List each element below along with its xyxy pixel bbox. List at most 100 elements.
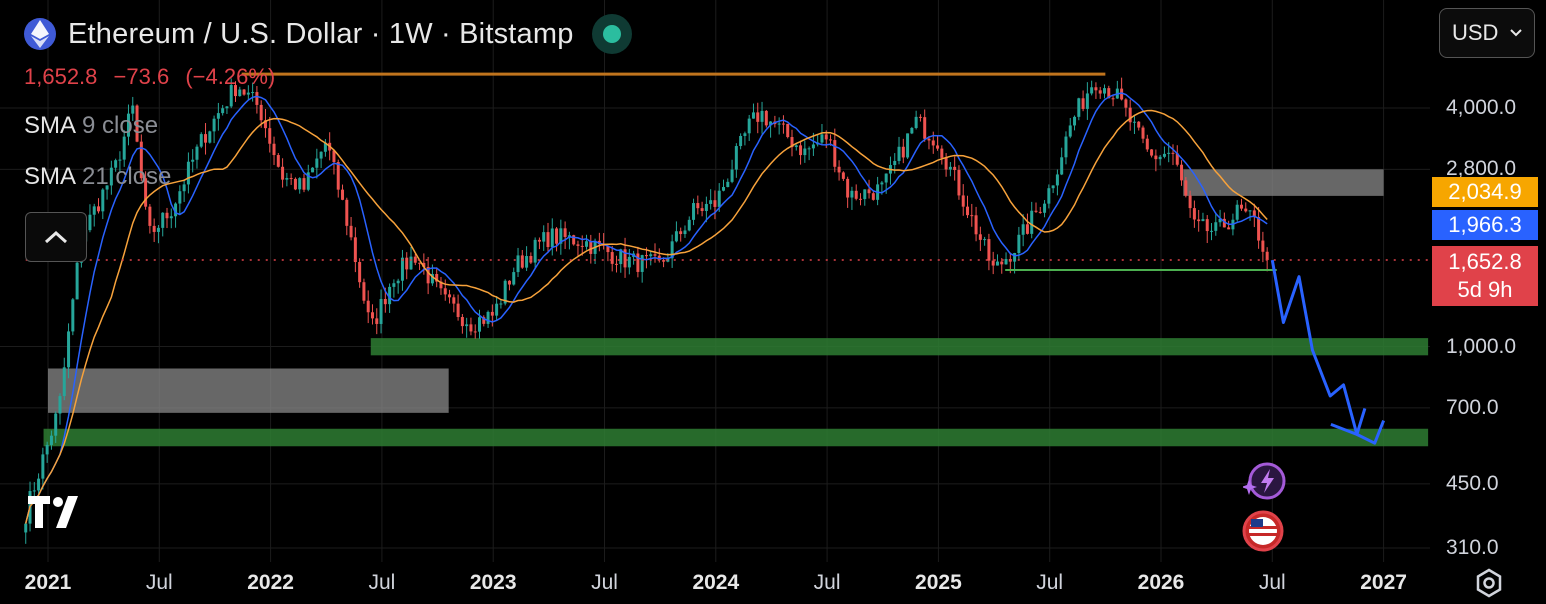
candles (24, 77, 1269, 544)
candle (1064, 136, 1068, 158)
candle (692, 203, 696, 220)
candle (1030, 210, 1034, 234)
candle (649, 254, 653, 257)
candle (1111, 98, 1115, 100)
lightning-icon[interactable] (1241, 461, 1286, 501)
ethereum-icon (24, 18, 56, 50)
candle (456, 303, 460, 318)
time-axis-label: 2027 (1360, 571, 1407, 594)
candle (152, 225, 156, 232)
candle (1128, 107, 1132, 123)
time-axis-label: Jul (368, 571, 396, 594)
candle (512, 272, 516, 285)
time-axis-label: 2021 (24, 571, 72, 594)
candle (1060, 157, 1064, 175)
candle (345, 199, 349, 226)
price-tag-value: 2,034.9 (1448, 179, 1522, 204)
candle (126, 113, 130, 137)
candle (263, 120, 267, 129)
candle (375, 318, 379, 324)
candle (636, 253, 640, 272)
candle (974, 215, 978, 235)
candle (1192, 208, 1196, 220)
candle (92, 206, 96, 215)
grid (0, 0, 1430, 562)
candle (1124, 99, 1128, 108)
candle (897, 146, 901, 161)
chevron-down-icon (1510, 29, 1522, 37)
collapse-indicators-button[interactable] (25, 212, 87, 262)
candle (358, 262, 362, 283)
candle (589, 241, 593, 254)
currency-value: USD (1452, 20, 1499, 45)
candle (242, 89, 246, 95)
candle (473, 331, 477, 333)
candle (769, 121, 773, 126)
indicator-sma-9[interactable]: SMA 9 close (24, 112, 158, 140)
candle (1017, 234, 1021, 254)
candle (858, 198, 862, 200)
candle (1098, 90, 1102, 94)
candle (756, 112, 760, 122)
candle (161, 212, 165, 228)
candle (156, 227, 160, 232)
time-axis-label: 2022 (247, 571, 294, 594)
price-tag-value: 1,966.3 (1448, 212, 1522, 237)
candle (662, 260, 666, 262)
candle (786, 123, 790, 138)
candle (336, 162, 340, 190)
candle (1222, 218, 1226, 228)
projection-path (1270, 259, 1385, 445)
candle (910, 127, 914, 134)
candle (978, 234, 982, 240)
candle (811, 144, 815, 149)
candle (101, 189, 105, 212)
candle (777, 123, 781, 125)
candle (405, 257, 409, 270)
price-tag: 2,034.9 (1432, 177, 1538, 207)
candle (1132, 121, 1136, 123)
candle (285, 178, 289, 180)
candle (533, 239, 537, 263)
overlays (25, 72, 1430, 445)
candle (233, 85, 237, 97)
indicator-sma-21[interactable]: SMA 21 close (24, 163, 171, 191)
candle (1171, 152, 1175, 154)
symbol-header[interactable]: Ethereum / U.S. Dollar · 1W · Bitstamp (24, 14, 632, 54)
currency-select[interactable]: USD (1439, 8, 1535, 58)
last-price: 1,652.8 (24, 64, 98, 89)
candle (289, 178, 293, 180)
candle (1257, 217, 1261, 241)
candle (764, 110, 768, 126)
candle (906, 133, 910, 158)
candle (499, 303, 503, 305)
candle (794, 145, 798, 148)
candle (610, 252, 614, 264)
candle (486, 311, 490, 324)
candle (961, 195, 965, 207)
sma-9-line (24, 92, 1268, 524)
candle (1094, 87, 1098, 91)
time-axis-label: 2025 (915, 571, 962, 594)
candle (953, 166, 957, 171)
candle (32, 490, 36, 492)
candle (841, 172, 845, 179)
resistance-zone (1183, 169, 1384, 196)
us-flag-icon[interactable] (1241, 509, 1284, 552)
candle (392, 283, 396, 287)
candle (1218, 218, 1222, 223)
candle (1043, 203, 1047, 213)
time-axis-label: Jul (1258, 571, 1286, 594)
zones (43, 169, 1429, 447)
candle (88, 214, 92, 231)
candle (503, 280, 507, 304)
candle (293, 178, 297, 190)
candle (1081, 98, 1085, 109)
candle (918, 116, 922, 118)
candle (276, 155, 280, 167)
chevron-up-icon (44, 230, 68, 244)
settings-icon[interactable] (1474, 568, 1504, 603)
candle (1102, 88, 1106, 94)
candle (1090, 87, 1094, 94)
